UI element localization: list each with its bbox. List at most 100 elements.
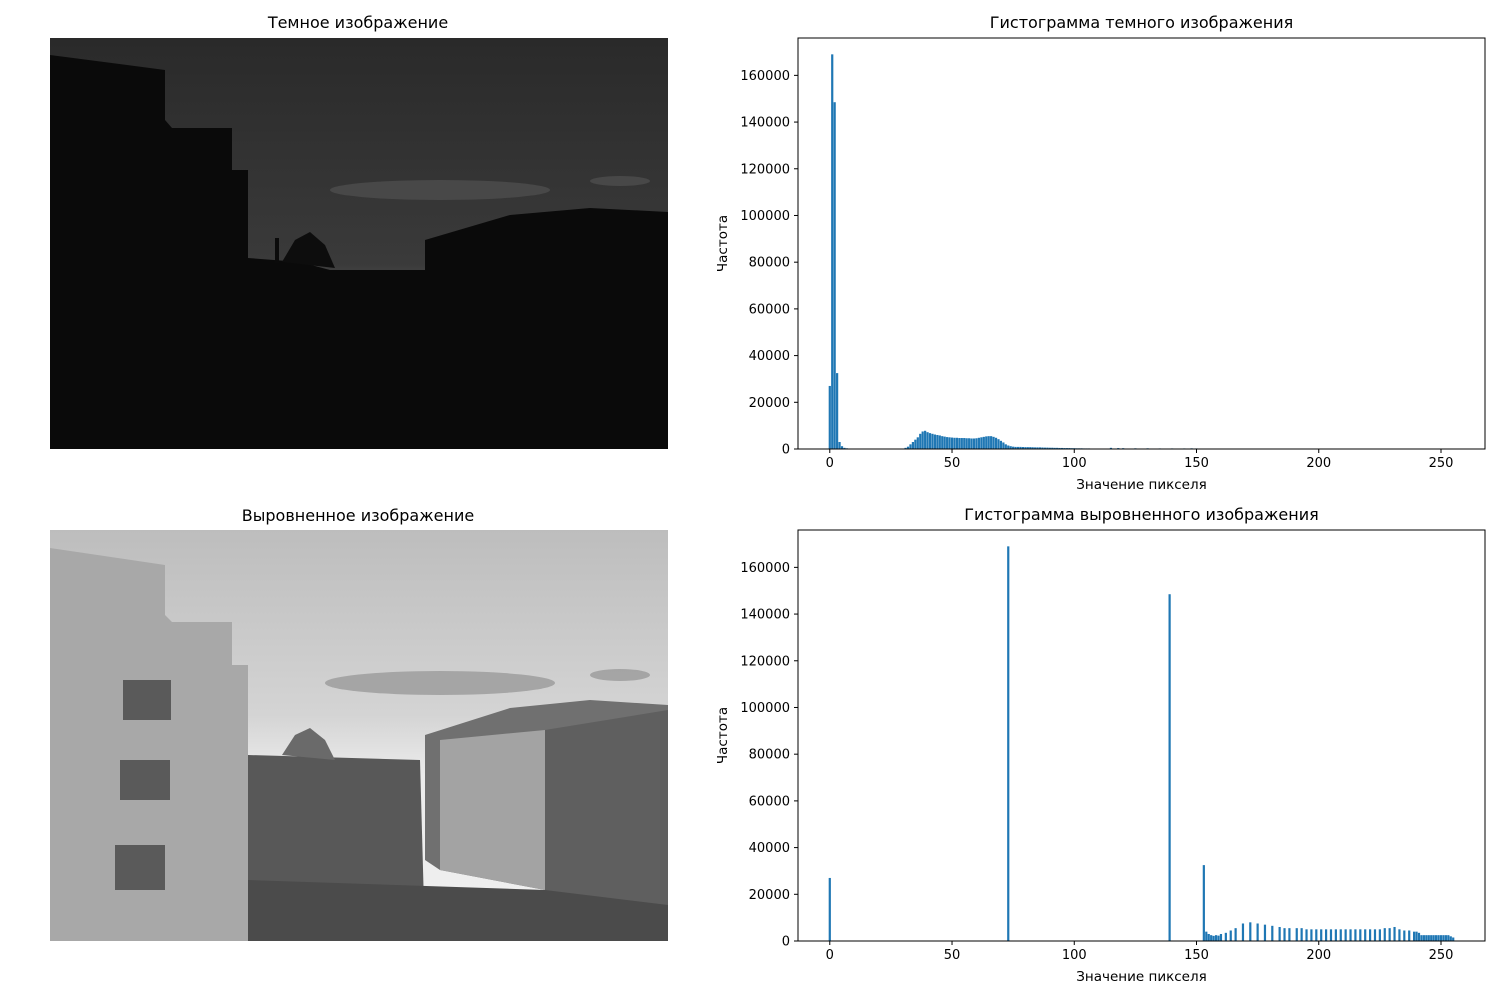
histogram-bar xyxy=(985,436,988,449)
histogram-bar xyxy=(999,440,1003,449)
histogram-title: Гистограмма темного изображения xyxy=(990,13,1294,32)
y-tick-label: 0 xyxy=(782,443,790,458)
histogram-bar xyxy=(1241,923,1245,941)
histogram-bar xyxy=(1048,447,1051,449)
y-tick-label: 60000 xyxy=(749,794,790,809)
histogram-bar xyxy=(1442,935,1445,941)
histogram-bar xyxy=(1056,447,1059,449)
histogram-bar xyxy=(1393,926,1396,941)
y-tick-label: 80000 xyxy=(749,748,790,763)
histogram-bar xyxy=(1229,930,1232,941)
histogram-bar xyxy=(975,438,978,449)
histogram-bar xyxy=(828,385,831,449)
histogram-bar xyxy=(948,437,951,449)
histogram-bar xyxy=(1435,935,1438,941)
histogram-title: Гистограмма выровненного изображения xyxy=(964,505,1318,524)
x-tick-label: 150 xyxy=(1184,456,1209,471)
x-tick-label: 0 xyxy=(826,456,834,471)
histogram-bar xyxy=(1007,445,1010,449)
histogram-bar xyxy=(1271,925,1274,941)
histogram-bar xyxy=(1202,865,1205,941)
histogram-bar xyxy=(1368,929,1372,941)
histogram-bar xyxy=(1437,935,1440,941)
histogram-bar xyxy=(1339,929,1342,941)
y-tick-label: 100000 xyxy=(740,701,790,716)
histogram-bar xyxy=(1002,442,1005,449)
histogram-bar xyxy=(1439,935,1443,941)
histogram-bar xyxy=(924,430,927,449)
histogram-bar xyxy=(1329,929,1333,941)
histogram-bar xyxy=(840,446,844,449)
histogram-bar xyxy=(1288,928,1291,941)
histogram-bar xyxy=(1021,447,1025,449)
histogram-bar xyxy=(990,436,993,449)
histogram-bar xyxy=(1224,932,1227,941)
dark-histogram: Гистограмма темного изображения 0 50 100 150… xyxy=(715,13,1486,493)
histogram-bar xyxy=(1447,935,1450,941)
histogram-bar xyxy=(1388,928,1391,941)
x-tick-label: 50 xyxy=(944,948,961,963)
histogram-bar xyxy=(968,438,971,449)
histogram-bar xyxy=(1283,928,1286,941)
histogram-bar xyxy=(1019,446,1022,449)
histogram-bar xyxy=(1205,931,1208,941)
histogram-bar xyxy=(1256,923,1259,941)
histogram-bar xyxy=(1060,447,1064,449)
x-tick-label: 200 xyxy=(1306,456,1331,471)
histogram-bar xyxy=(1109,447,1113,449)
histogram-bar xyxy=(1315,929,1318,941)
y-tick-label: 140000 xyxy=(740,608,790,623)
histogram-bar xyxy=(1004,444,1007,449)
histogram-bar xyxy=(833,102,836,449)
histogram-bar xyxy=(909,444,912,449)
y-tick-label: 120000 xyxy=(740,654,790,669)
y-axis-label: Частота xyxy=(715,707,731,764)
histogram-bar xyxy=(1036,447,1039,449)
histogram-bar xyxy=(1278,926,1281,941)
histogram-bar xyxy=(1300,928,1303,941)
histogram-bar xyxy=(1452,937,1455,941)
histogram-bar xyxy=(836,373,839,449)
y-tick-label: 40000 xyxy=(749,841,790,856)
histogram-bar xyxy=(963,438,966,449)
histogram-bar xyxy=(1219,933,1223,941)
equalized-image-title: Выровненное изображение xyxy=(242,506,474,525)
histogram-bar xyxy=(938,435,941,449)
histogram-bar xyxy=(1420,935,1423,941)
histogram-bar xyxy=(1378,929,1381,941)
histogram-bar xyxy=(946,437,949,449)
histogram-bar xyxy=(1422,935,1425,941)
histogram-bar xyxy=(1210,935,1213,941)
equalized-histogram: Гистограмма выровненного изображения 0 50 1… xyxy=(715,505,1486,985)
histogram-bar xyxy=(1430,935,1433,941)
histogram-bar xyxy=(1214,935,1218,941)
histogram-bar xyxy=(928,433,932,449)
y-tick-label: 40000 xyxy=(749,349,790,364)
histogram-bar xyxy=(1449,936,1452,941)
histogram-bar xyxy=(1403,930,1406,941)
y-tick-label: 60000 xyxy=(749,302,790,317)
histogram-bar xyxy=(1031,447,1034,449)
histogram-bar xyxy=(1168,594,1171,941)
histogram-bar xyxy=(953,437,956,449)
histogram-bar xyxy=(921,431,924,449)
histogram-bar xyxy=(950,437,954,449)
histogram-bar xyxy=(1034,447,1037,449)
histogram-bar xyxy=(1016,446,1020,449)
histogram-bar xyxy=(1263,924,1267,941)
histogram-bar xyxy=(1029,447,1032,449)
y-tick-label: 100000 xyxy=(740,209,790,224)
histogram-bar xyxy=(1012,446,1015,449)
histogram-bar xyxy=(843,447,846,449)
y-tick-label: 20000 xyxy=(749,396,790,411)
histogram-bar xyxy=(933,434,937,449)
histogram-bar xyxy=(1427,935,1430,941)
x-tick-label: 50 xyxy=(944,456,961,471)
dark-image-title: Темное изображение xyxy=(267,13,448,32)
equalized-image xyxy=(50,530,668,941)
histogram-bar xyxy=(992,436,995,449)
histogram-bar xyxy=(972,438,976,449)
histogram-bar xyxy=(1310,929,1313,941)
dark-image xyxy=(50,38,668,449)
